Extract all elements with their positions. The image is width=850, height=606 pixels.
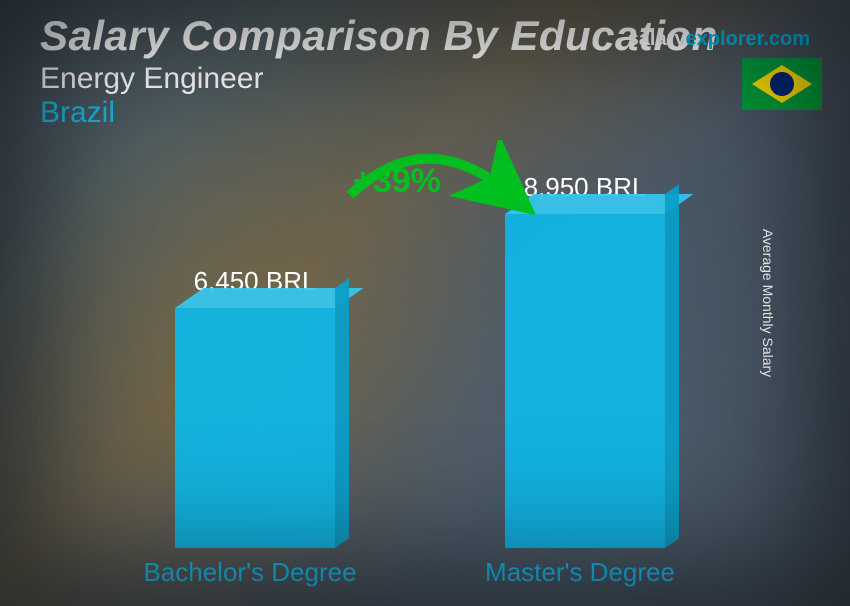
bar-front-face [175,308,335,548]
bar-masters: 8,950 BRL [505,214,665,548]
brand-logo: salaryexplorer.com [628,28,810,51]
brazil-flag-icon [742,58,822,110]
bar-xlabel-masters: Master's Degree [440,557,720,588]
bar-side-face [665,184,679,548]
bar-front-face [505,214,665,548]
bar-bachelors: 6,450 BRL [175,308,335,548]
increase-arrow: +39% [335,140,535,220]
bar-3d-shape [505,214,665,548]
percent-increase-label: +39% [353,162,441,201]
chart-subtitle: Energy Engineer [40,62,810,96]
brand-domain: .com [763,28,810,50]
chart-country: Brazil [40,96,810,130]
bar-side-face [335,278,349,548]
bar-3d-shape [175,308,335,548]
flag-circle [770,72,794,96]
brand-suffix: explorer [685,28,763,50]
y-axis-label: Average Monthly Salary [760,229,776,377]
brand-prefix: salary [628,28,686,50]
bar-xlabel-bachelors: Bachelor's Degree [110,557,390,588]
flag-diamond [752,65,812,103]
